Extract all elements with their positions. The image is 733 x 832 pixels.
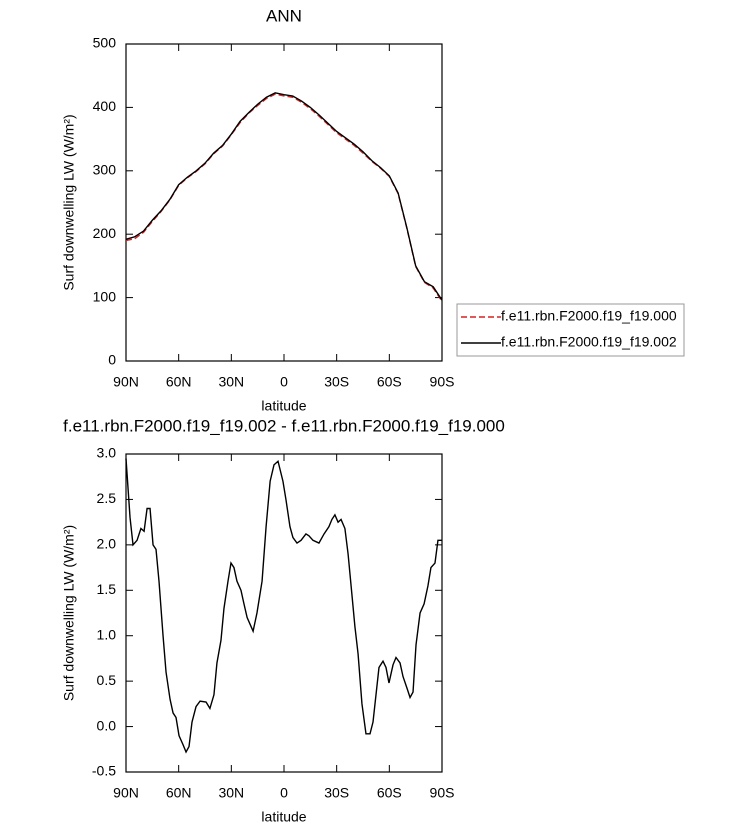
x-tick-label: 60S xyxy=(377,785,402,801)
y-tick-label: 500 xyxy=(93,35,117,51)
y-tick-label: 0 xyxy=(108,352,116,368)
x-tick-label: 0 xyxy=(280,374,288,390)
y-tick-label: 3.0 xyxy=(97,445,117,461)
x-tick-label: 90S xyxy=(430,785,455,801)
x-tick-label: 60N xyxy=(166,785,192,801)
x-axis-label: latitude xyxy=(261,809,306,825)
legend-label: f.e11.rbn.F2000.f19_f19.002 xyxy=(501,334,677,350)
y-tick-label: 2.0 xyxy=(97,536,117,552)
x-tick-label: 0 xyxy=(280,785,288,801)
plot-frame xyxy=(125,453,443,773)
chart-title: ANN xyxy=(266,6,302,25)
y-tick-label: 0.5 xyxy=(97,672,117,688)
line xyxy=(125,458,442,754)
x-tick-label: 30S xyxy=(324,374,349,390)
y-tick-label: 100 xyxy=(93,288,117,304)
x-tick-label: 60S xyxy=(377,374,402,390)
x-tick-label: 30S xyxy=(324,785,349,801)
legend-box xyxy=(456,303,685,357)
y-axis-label: Surf downwelling LW (W/m²) xyxy=(61,525,77,701)
chart-title: f.e11.rbn.F2000.f19_f19.002 - f.e11.rbn.… xyxy=(63,416,505,435)
legend-label: f.e11.rbn.F2000.f19_f19.000 xyxy=(501,308,677,324)
y-tick-label: 400 xyxy=(93,98,117,114)
y-tick-label: 0.0 xyxy=(97,717,117,733)
y-tick-label: 300 xyxy=(93,162,117,178)
y-tick-label: 1.5 xyxy=(97,581,117,597)
plot-frame xyxy=(125,43,443,362)
line xyxy=(125,93,443,302)
x-axis-label: latitude xyxy=(261,398,306,414)
y-tick-label: -0.5 xyxy=(92,763,116,779)
x-tick-label: 60N xyxy=(166,374,192,390)
y-axis-label: Surf downwelling LW (W/m²) xyxy=(61,114,77,290)
x-tick-label: 30N xyxy=(218,785,244,801)
y-tick-label: 200 xyxy=(93,225,117,241)
line xyxy=(125,92,443,301)
x-tick-label: 30N xyxy=(218,374,244,390)
y-tick-label: 2.5 xyxy=(97,490,117,506)
x-tick-label: 90N xyxy=(113,785,139,801)
x-tick-label: 90N xyxy=(113,374,139,390)
y-tick-label: 1.0 xyxy=(97,626,117,642)
x-tick-label: 90S xyxy=(430,374,455,390)
